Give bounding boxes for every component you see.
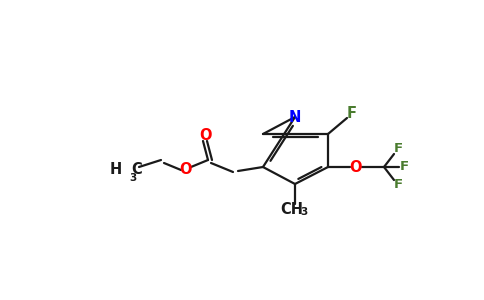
Text: 3: 3 [129, 173, 136, 183]
Text: O: O [199, 128, 211, 143]
Text: C: C [132, 163, 142, 178]
Text: CH: CH [281, 202, 303, 217]
Text: O: O [180, 163, 192, 178]
Text: O: O [350, 160, 362, 175]
Text: F: F [399, 160, 408, 173]
Text: F: F [393, 142, 403, 155]
Text: 3: 3 [301, 207, 308, 217]
Text: F: F [347, 106, 357, 122]
Text: N: N [289, 110, 301, 124]
Text: H: H [110, 163, 122, 178]
Text: F: F [393, 178, 403, 191]
